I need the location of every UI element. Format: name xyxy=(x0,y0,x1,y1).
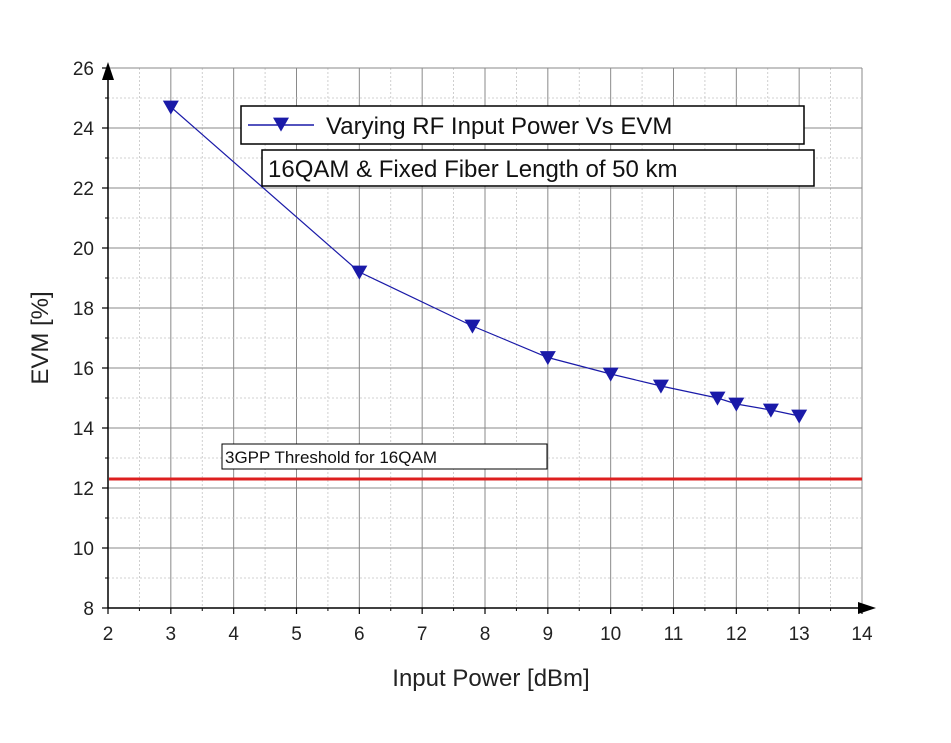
data-point xyxy=(709,391,726,406)
grid xyxy=(107,67,863,609)
x-tick-label: 6 xyxy=(354,624,365,645)
y-tick-label: 8 xyxy=(83,599,94,620)
subtitle-frame xyxy=(261,149,815,187)
data-point xyxy=(539,351,556,366)
data-point xyxy=(464,319,481,334)
y-tick-label: 10 xyxy=(73,539,94,560)
data-point xyxy=(791,409,808,424)
series-line xyxy=(170,106,800,417)
x-tick-label: 4 xyxy=(228,624,239,645)
data-point xyxy=(652,379,669,394)
threshold-label: 3GPP Threshold for 16QAM xyxy=(225,448,437,467)
legend-marker-icon xyxy=(273,117,289,132)
threshold-label-box: 3GPP Threshold for 16QAM xyxy=(221,443,548,470)
legend: Varying RF Input Power Vs EVM xyxy=(240,105,805,145)
x-tick-label: 8 xyxy=(480,624,491,645)
y-axis-title: EVM [%] xyxy=(27,291,54,384)
y-tick-label: 20 xyxy=(73,239,94,260)
y-tick-label: 18 xyxy=(73,299,94,320)
subtitle-label: 16QAM & Fixed Fiber Length of 50 km xyxy=(268,156,678,183)
threshold-label-frame xyxy=(221,443,548,470)
x-tick-label: 9 xyxy=(543,624,554,645)
ticks: 2 3 4 5 6 7 8 9 10 11 12 13 14 8 10 12 14 16 18 20 22 24 26 xyxy=(73,59,873,645)
x-tick-label: 14 xyxy=(851,624,873,645)
x-tick-label: 13 xyxy=(789,624,810,645)
data-point xyxy=(762,403,779,418)
data-point xyxy=(162,100,179,115)
x-tick-label: 10 xyxy=(600,624,621,645)
x-tick-label: 12 xyxy=(726,624,747,645)
data-point xyxy=(602,367,619,382)
y-tick-label: 16 xyxy=(73,359,94,380)
x-tick-label: 2 xyxy=(103,624,114,645)
data-point xyxy=(728,397,745,412)
x-tick-label: 5 xyxy=(291,624,302,645)
series-markers xyxy=(162,100,808,424)
y-tick-label: 22 xyxy=(73,179,94,200)
y-tick-label: 26 xyxy=(73,59,94,80)
x-tick-label: 7 xyxy=(417,624,428,645)
data-point xyxy=(351,265,368,280)
legend-label: Varying RF Input Power Vs EVM xyxy=(326,113,672,140)
subtitle-box: 16QAM & Fixed Fiber Length of 50 km xyxy=(261,149,815,187)
y-tick-label: 12 xyxy=(73,479,94,500)
x-axis-arrow-icon xyxy=(858,602,876,614)
legend-frame xyxy=(240,105,805,145)
y-tick-label: 24 xyxy=(73,119,95,140)
y-axis-arrow-icon xyxy=(102,62,114,80)
x-tick-label: 11 xyxy=(664,624,684,645)
y-tick-label: 14 xyxy=(73,419,95,440)
x-axis-title: Input Power [dBm] xyxy=(392,665,589,692)
x-tick-label: 3 xyxy=(166,624,177,645)
